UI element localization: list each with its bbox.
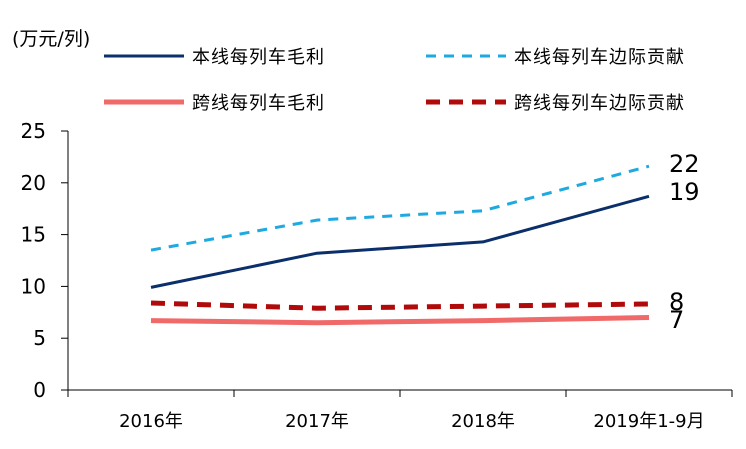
legend-label-series-4: 跨线每列车边际贡献 bbox=[514, 93, 685, 114]
series-line-1 bbox=[150, 194, 650, 289]
legend-swatch-series-1 bbox=[104, 54, 184, 58]
x-tick-label-1: 2016年 bbox=[119, 411, 183, 432]
series-end-label-3: 7 bbox=[669, 306, 684, 334]
series-end-label-4: 8 bbox=[669, 288, 684, 316]
y-tick-label-20: 20 bbox=[21, 171, 46, 195]
y-tick-label-5: 5 bbox=[33, 326, 46, 350]
y-unit-label: (万元/列) bbox=[12, 28, 91, 50]
legend-label-series-2: 本线每列车边际贡献 bbox=[514, 47, 685, 68]
series-end-label-1: 19 bbox=[669, 178, 700, 206]
legend-item-series-4: 跨线每列车边际贡献 bbox=[426, 90, 685, 114]
x-tick-label-2: 2017年 bbox=[285, 411, 349, 432]
legend-swatch-series-4 bbox=[426, 99, 506, 105]
y-tick-label-25: 25 bbox=[21, 119, 46, 143]
legend-swatch-series-3 bbox=[104, 99, 184, 105]
legend-item-series-3: 跨线每列车毛利 bbox=[104, 90, 325, 114]
y-tick-label-15: 15 bbox=[21, 223, 46, 247]
series-end-label-2: 22 bbox=[669, 150, 700, 178]
y-tick-label-10: 10 bbox=[21, 274, 46, 298]
series-line-2 bbox=[150, 164, 650, 252]
legend-item-series-1: 本线每列车毛利 bbox=[104, 44, 325, 68]
legend-swatch-series-2 bbox=[426, 54, 506, 58]
series-line-4 bbox=[150, 300, 650, 311]
legend-item-series-2: 本线每列车边际贡献 bbox=[426, 44, 685, 68]
legend-label-series-3: 跨线每列车毛利 bbox=[192, 93, 325, 114]
series-line-3 bbox=[150, 315, 650, 326]
legend-label-series-1: 本线每列车毛利 bbox=[192, 47, 325, 68]
x-tick-label-4: 2019年1-9月 bbox=[593, 411, 704, 432]
x-tick-label-3: 2018年 bbox=[451, 411, 515, 432]
y-tick-label-0: 0 bbox=[33, 378, 46, 402]
